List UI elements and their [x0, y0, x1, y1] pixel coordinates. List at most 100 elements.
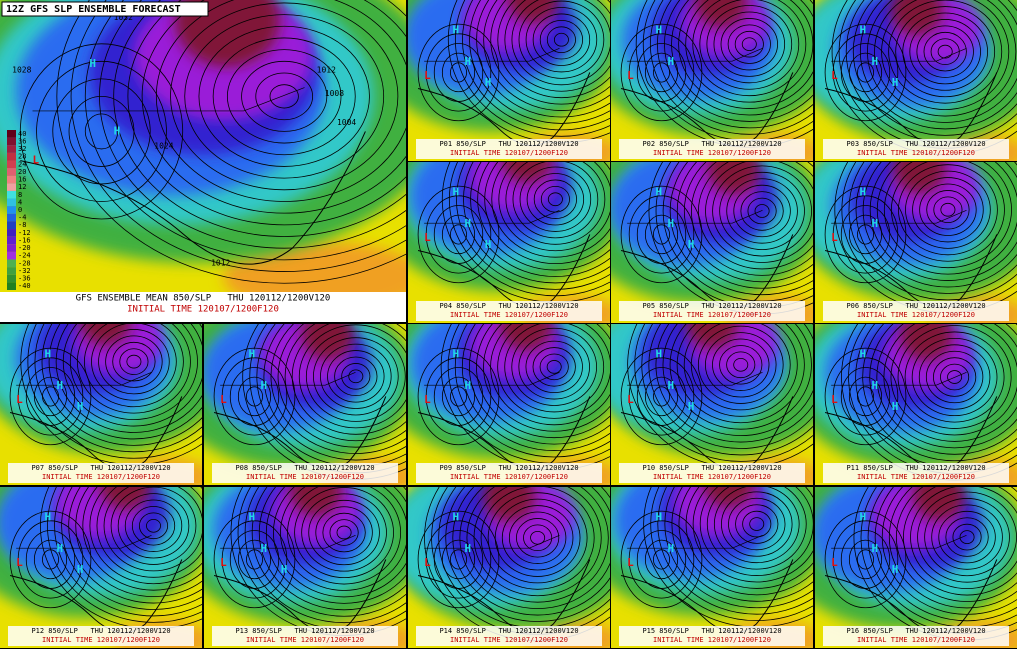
colorbar-label: -20: [18, 244, 31, 252]
colorbar-swatch: [7, 206, 16, 214]
panel-caption: P11 850/SLP THU 120112/1200V120: [846, 464, 985, 472]
colorbar-label: 4: [18, 198, 22, 206]
high-label: H: [89, 57, 96, 70]
isobar: [690, 162, 813, 276]
colorbar-swatch: [7, 274, 16, 283]
isobar: [888, 487, 1017, 609]
colorbar-swatch: [7, 168, 16, 176]
low-label: L: [220, 556, 227, 569]
colorbar-label: 28: [18, 153, 26, 161]
isobar: [664, 0, 813, 122]
isobar: [641, 324, 813, 456]
isobar: [712, 338, 770, 391]
colorbar-label: 0: [18, 206, 22, 214]
isobar: [699, 487, 813, 576]
caption-bg: [619, 139, 805, 159]
isobar: [463, 162, 610, 284]
isobar: [68, 95, 135, 167]
isobar: [450, 224, 467, 245]
colorbar-swatch: [7, 175, 16, 184]
isobar: [650, 487, 813, 622]
isobar: [925, 350, 984, 404]
isobar: [82, 487, 202, 591]
panel-caption: P09 850/SLP THU 120112/1200V120: [439, 464, 578, 472]
isobar: [876, 162, 1017, 275]
isobar: [754, 204, 770, 218]
isobar: [857, 224, 874, 245]
isobar: [657, 487, 813, 615]
panel-caption: P16 850/SLP THU 120112/1200V120: [846, 627, 985, 635]
high-label: H: [872, 542, 879, 555]
isobar: [263, 324, 406, 461]
low-label: L: [424, 231, 431, 244]
panel-caption: P02 850/SLP THU 120112/1200V120: [642, 140, 781, 148]
isobar: [947, 370, 963, 384]
isobar: [733, 357, 749, 372]
panel-init: INITIAL TIME 120107/1200F120: [857, 311, 975, 319]
isobar: [644, 376, 679, 417]
isobar: [497, 324, 610, 419]
panel-caption: P01 850/SLP THU 120112/1200V120: [439, 140, 578, 148]
caption-bg: [823, 301, 1009, 321]
isobar: [653, 62, 670, 83]
isobar: [89, 487, 202, 585]
colorbar-label: -12: [18, 229, 31, 237]
isobar: [525, 340, 583, 394]
panel-caption: P15 850/SLP THU 120112/1200V120: [642, 627, 781, 635]
isobar: [698, 162, 813, 270]
border: [627, 534, 763, 549]
colorbar-label: -16: [18, 236, 31, 244]
isobar: [417, 510, 500, 609]
high-label: H: [452, 185, 459, 198]
isobar: [265, 487, 406, 604]
isobar: [477, 162, 610, 271]
isobar: [425, 195, 492, 274]
isobar: [487, 492, 588, 584]
isobar: [417, 185, 500, 284]
isobar: [258, 487, 406, 611]
isobar: [69, 324, 198, 420]
border: [831, 371, 967, 386]
caption-bg: [823, 139, 1009, 159]
isobar: [869, 162, 1017, 281]
isobar: [653, 549, 670, 570]
high-label: H: [892, 76, 899, 89]
isobar-label: 1012: [211, 258, 230, 267]
isobar: [452, 487, 610, 616]
isobar: [54, 487, 202, 617]
caption-bg: [416, 301, 602, 321]
map-field: [0, 324, 202, 485]
isobar: [857, 386, 874, 407]
colorbar-label: 24: [18, 160, 26, 168]
panel-init: INITIAL TIME 120107/1200F120: [246, 636, 364, 644]
isobar: [341, 363, 371, 390]
colorbar-label: 16: [18, 176, 26, 184]
isobar: [512, 162, 599, 239]
high-label: H: [668, 217, 675, 230]
isobar: [678, 0, 813, 109]
isobar: [470, 162, 610, 277]
colorbar-swatch: [7, 259, 16, 268]
isobar: [628, 520, 695, 599]
high-label: H: [248, 347, 255, 360]
isobar: [749, 517, 765, 531]
isobar: [857, 549, 874, 570]
isobar-label: 1032: [114, 13, 133, 22]
map-field: [815, 324, 1017, 485]
border: [627, 209, 763, 224]
isobar: [741, 37, 757, 52]
isobar: [280, 487, 406, 591]
high-label: H: [248, 510, 255, 523]
panel-init: INITIAL TIME 120107/1200F120: [450, 149, 568, 157]
low-label: L: [627, 393, 634, 406]
panel-caption: P13 850/SLP THU 120112/1200V120: [235, 627, 374, 635]
isobar: [903, 487, 1017, 596]
isobar: [226, 49, 342, 144]
isobar: [490, 0, 610, 105]
border: [32, 87, 305, 112]
isobar-label: 1008: [325, 89, 344, 98]
colorbar-swatch: [7, 183, 16, 191]
caption-bg: [823, 626, 1009, 646]
